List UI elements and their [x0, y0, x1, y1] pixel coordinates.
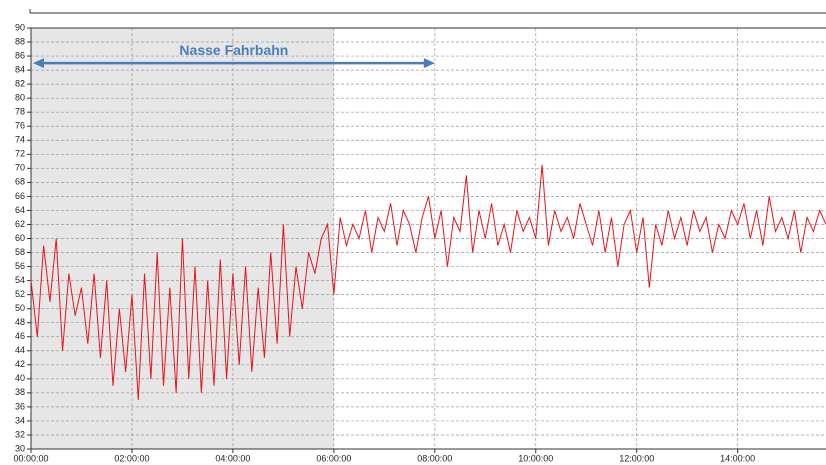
y-tick-label: 46 — [15, 331, 25, 341]
y-tick-label: 72 — [15, 149, 25, 159]
y-tick-label: 30 — [15, 443, 25, 453]
x-tick-label: 00:00:00 — [13, 453, 48, 463]
y-tick-label: 68 — [15, 177, 25, 187]
data-line — [30, 164, 826, 400]
y-tick-label: 64 — [15, 205, 25, 215]
annotation-label: Nasse Fahrbahn — [179, 42, 288, 58]
y-tick-label: 48 — [15, 317, 25, 327]
y-tick-label: 86 — [15, 50, 25, 60]
y-tick-label: 44 — [15, 345, 25, 355]
y-tick-label: 40 — [15, 373, 25, 383]
y-tick-label: 32 — [15, 429, 25, 439]
y-tick-label: 70 — [15, 163, 25, 173]
y-tick-label: 50 — [15, 303, 25, 313]
x-tick-label: 02:00:00 — [114, 453, 149, 463]
y-tick-label: 42 — [15, 359, 25, 369]
x-tick-label: 14:00:00 — [720, 453, 755, 463]
y-tick-label: 78 — [15, 107, 25, 117]
y-tick-label: 90 — [15, 22, 25, 32]
y-tick-label: 56 — [15, 261, 25, 271]
y-tick-label: 38 — [15, 387, 25, 397]
y-tick-label: 36 — [15, 401, 25, 411]
x-tick-label: 10:00:00 — [518, 453, 553, 463]
y-tick-label: 66 — [15, 191, 25, 201]
y-tick-label: 54 — [15, 275, 25, 285]
x-tick-label: 04:00:00 — [215, 453, 250, 463]
y-tick-label: 88 — [15, 36, 25, 46]
y-tick-label: 82 — [15, 79, 25, 89]
x-tick-label: 08:00:00 — [417, 453, 452, 463]
y-tick-label: 60 — [15, 233, 25, 243]
y-tick-label: 52 — [15, 289, 25, 299]
y-tick-label: 76 — [15, 121, 25, 131]
x-tick-label: 12:00:00 — [619, 453, 654, 463]
y-tick-label: 58 — [15, 247, 25, 257]
arrow-head — [33, 58, 44, 69]
y-tick-label: 34 — [15, 415, 25, 425]
y-tick-label: 62 — [15, 219, 25, 229]
y-tick-label: 74 — [15, 135, 25, 145]
arrow-head — [423, 58, 435, 69]
y-tick-label: 80 — [15, 93, 25, 103]
y-tick-label: 84 — [15, 64, 25, 74]
x-tick-label: 06:00:00 — [316, 453, 351, 463]
